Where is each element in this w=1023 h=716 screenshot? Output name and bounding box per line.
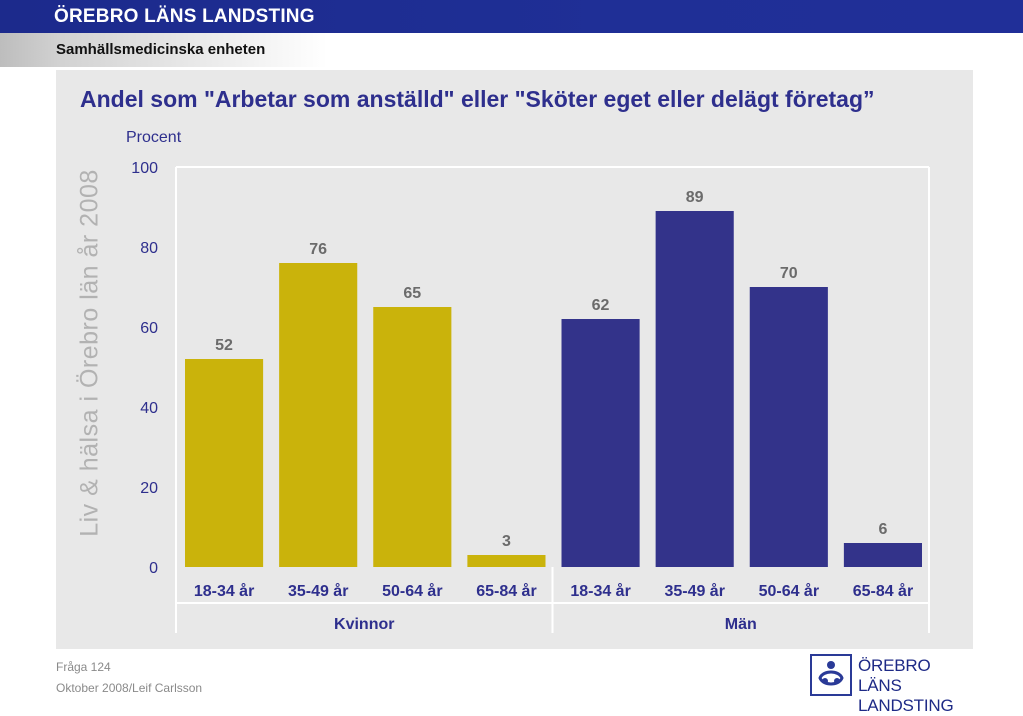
data-label: 76: [309, 241, 327, 258]
x-tick-label: 18-34 år: [194, 582, 255, 600]
x-tick-label: 65-84 år: [853, 582, 914, 600]
bar: [279, 263, 358, 567]
data-label: 62: [592, 297, 610, 314]
unit-name: Samhällsmedicinska enheten: [56, 41, 266, 58]
data-label: 89: [686, 189, 704, 206]
bar: [185, 359, 264, 567]
x-tick-label: 50-64 år: [759, 582, 820, 600]
x-tick-label: 50-64 år: [382, 582, 443, 600]
logo-name: ÖREBRO LÄNS LANDSTING: [858, 656, 975, 716]
x-tick-label: 35-49 år: [664, 582, 725, 600]
data-label: 65: [403, 285, 421, 302]
bar: [749, 287, 828, 567]
group-label: Män: [725, 616, 757, 633]
y-tick-label: 60: [140, 320, 158, 337]
y-tick-label: 0: [149, 560, 158, 577]
data-label: 70: [780, 265, 798, 282]
header-bar: ÖREBRO LÄNS LANDSTING: [0, 0, 1023, 33]
bar: [373, 307, 452, 567]
subheader-bar: Samhällsmedicinska enheten: [0, 33, 1023, 67]
logo-mark-icon: [810, 654, 852, 696]
y-tick-label: 100: [131, 160, 158, 177]
logo-line1: ÖREBRO LÄNS: [858, 656, 931, 695]
logo: ÖREBRO LÄNS LANDSTING: [810, 654, 975, 715]
bar: [467, 555, 546, 567]
logo-line2: LANDSTING: [858, 696, 954, 715]
x-tick-label: 65-84 år: [476, 582, 537, 600]
bar: [655, 211, 734, 567]
footer-date-author: Oktober 2008/Leif Carlsson: [56, 681, 203, 695]
y-axis-label: Procent: [126, 129, 182, 146]
organization-name: ÖREBRO LÄNS LANDSTING: [54, 6, 315, 27]
chart-title: Andel som "Arbetar som anställd" eller "…: [80, 86, 875, 112]
bar: [843, 543, 922, 567]
group-label: Kvinnor: [334, 616, 394, 633]
data-label: 3: [502, 533, 511, 550]
data-label: 6: [878, 521, 887, 538]
y-tick-label: 20: [140, 480, 158, 497]
y-tick-label: 80: [140, 240, 158, 257]
footer-question: Fråga 124: [56, 660, 111, 674]
bar: [561, 319, 640, 567]
y-tick-label: 40: [140, 400, 158, 417]
data-label: 52: [215, 337, 233, 354]
x-tick-label: 35-49 år: [288, 582, 349, 600]
x-tick-label: 18-34 år: [570, 582, 631, 600]
